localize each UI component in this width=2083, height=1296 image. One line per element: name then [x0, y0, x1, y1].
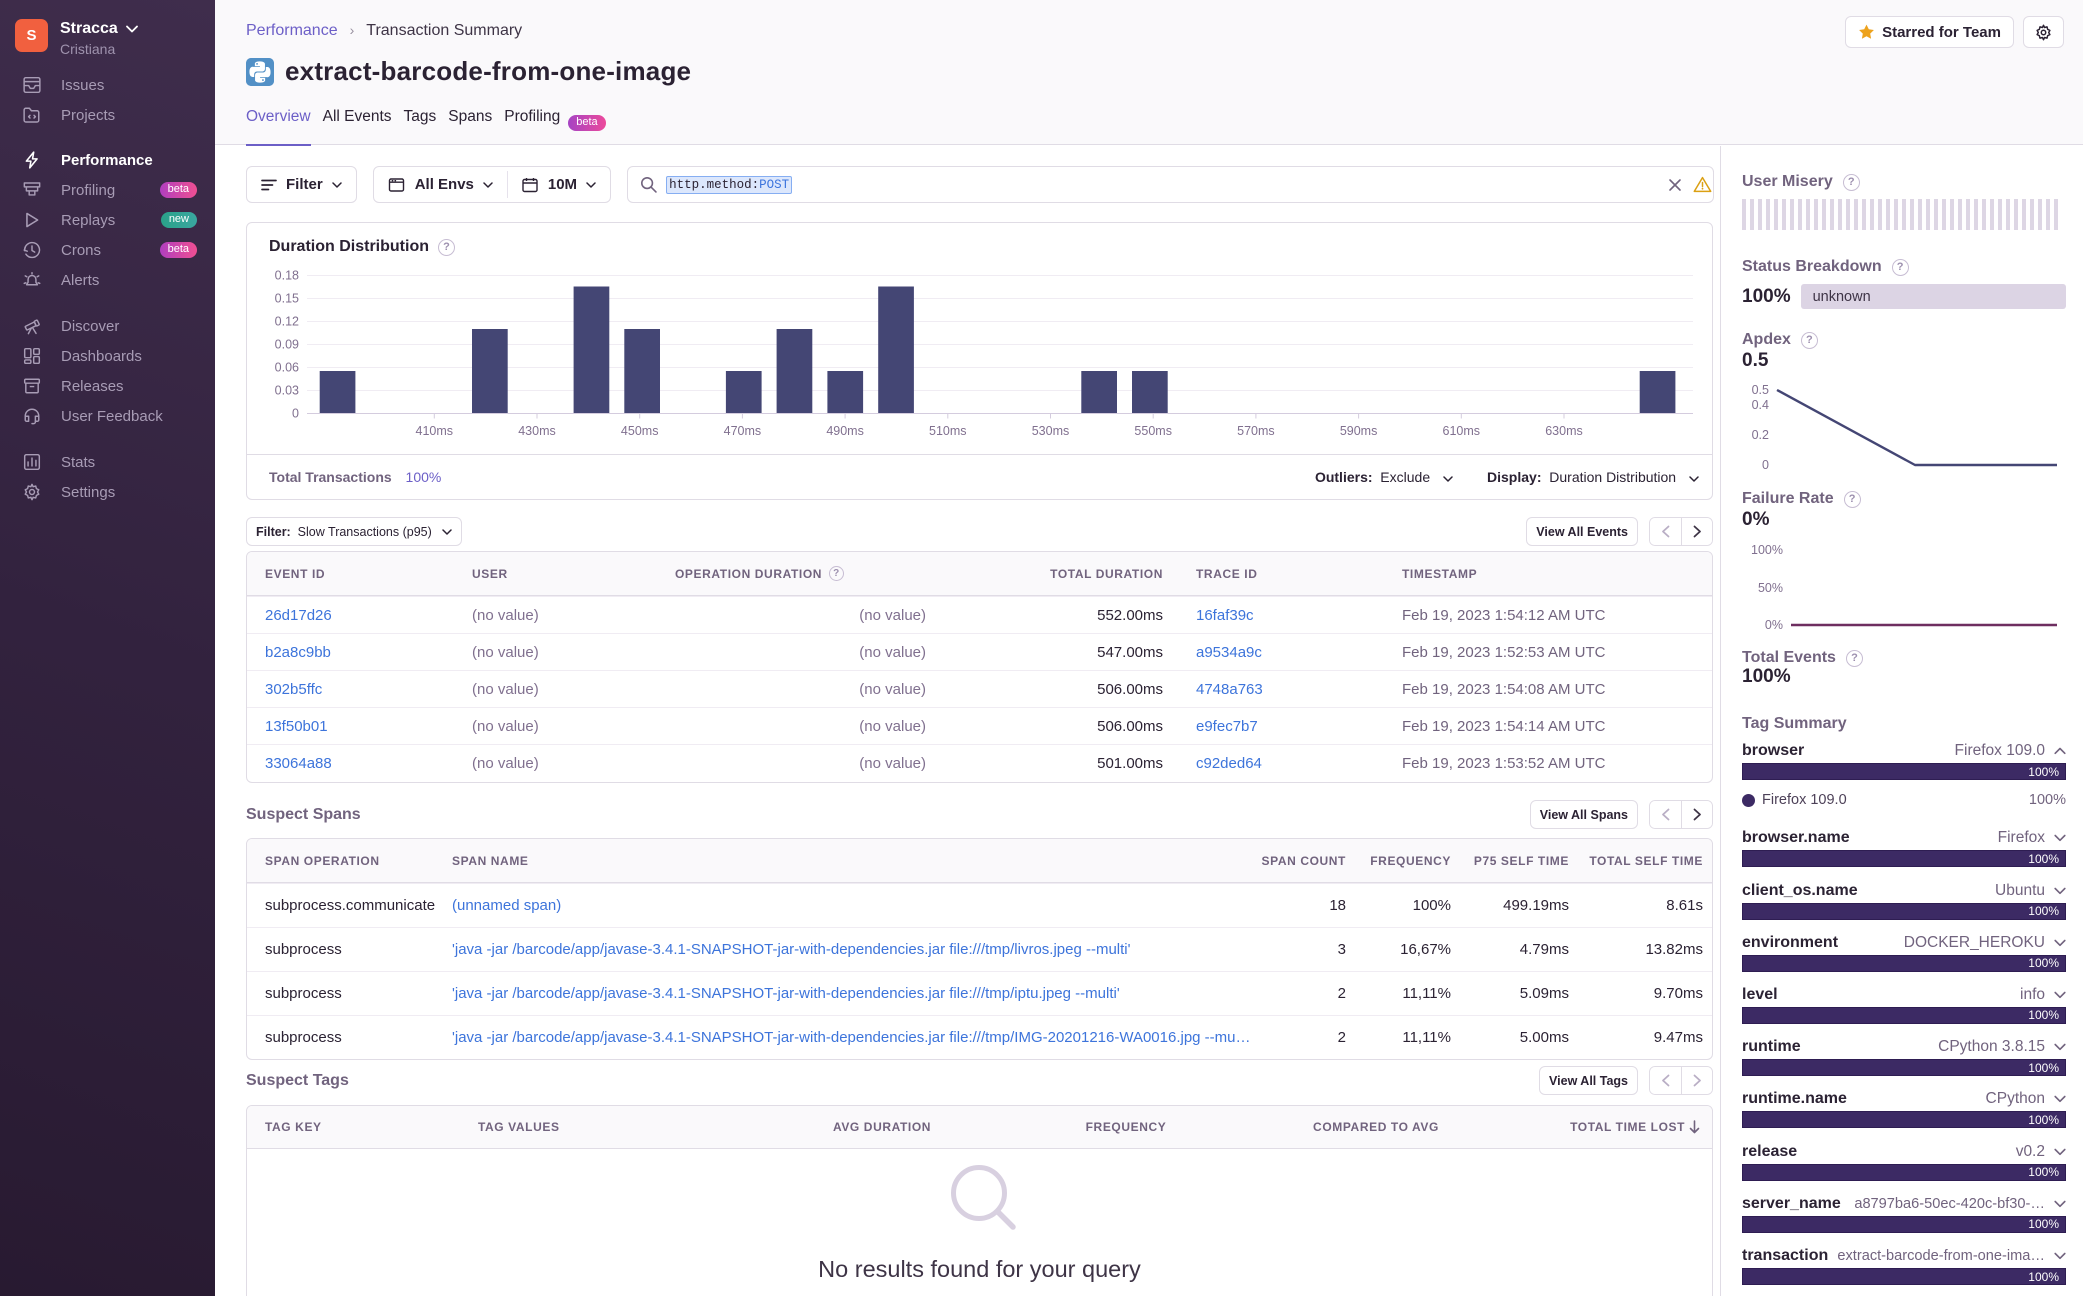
svg-text:550ms: 550ms: [1134, 424, 1172, 438]
svg-text:510ms: 510ms: [929, 424, 967, 438]
svg-text:410ms: 410ms: [416, 424, 454, 438]
svg-text:0.09: 0.09: [275, 338, 299, 352]
svg-text:430ms: 430ms: [518, 424, 556, 438]
svg-text:630ms: 630ms: [1545, 424, 1583, 438]
svg-text:590ms: 590ms: [1340, 424, 1378, 438]
svg-text:0: 0: [292, 407, 299, 421]
svg-text:0.06: 0.06: [275, 361, 299, 375]
svg-text:0.18: 0.18: [275, 269, 299, 283]
svg-text:530ms: 530ms: [1032, 424, 1070, 438]
svg-text:0.15: 0.15: [275, 292, 299, 306]
svg-text:0.5: 0.5: [1752, 383, 1769, 397]
svg-text:570ms: 570ms: [1237, 424, 1275, 438]
svg-text:100%: 100%: [1751, 543, 1783, 557]
svg-text:0: 0: [1762, 458, 1769, 472]
svg-text:0.4: 0.4: [1752, 398, 1769, 412]
svg-text:450ms: 450ms: [621, 424, 659, 438]
svg-text:0.2: 0.2: [1752, 428, 1769, 442]
svg-text:0%: 0%: [1765, 618, 1783, 632]
svg-text:470ms: 470ms: [724, 424, 762, 438]
svg-text:490ms: 490ms: [826, 424, 864, 438]
svg-text:0.03: 0.03: [275, 384, 299, 398]
svg-text:0.12: 0.12: [275, 315, 299, 329]
svg-text:50%: 50%: [1758, 581, 1783, 595]
svg-text:610ms: 610ms: [1443, 424, 1481, 438]
